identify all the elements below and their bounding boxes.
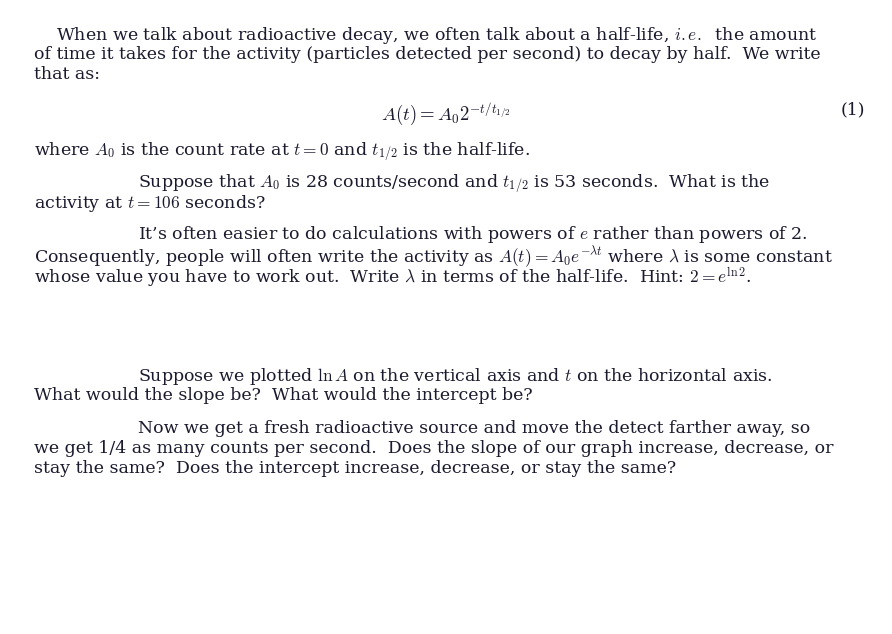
Text: When we talk about radioactive decay, we often talk about a half-life, $i.e.$  t: When we talk about radioactive decay, we… — [34, 25, 817, 46]
Text: we get 1/4 as many counts per second.  Does the slope of our graph increase, dec: we get 1/4 as many counts per second. Do… — [34, 440, 833, 457]
Text: that as:: that as: — [34, 66, 100, 83]
Text: where $A_0$ is the count rate at $t = 0$ and $t_{1/2}$ is the half-life.: where $A_0$ is the count rate at $t = 0$… — [34, 141, 530, 163]
Text: What would the slope be?  What would the intercept be?: What would the slope be? What would the … — [34, 387, 533, 404]
Text: stay the same?  Does the intercept increase, decrease, or stay the same?: stay the same? Does the intercept increa… — [34, 460, 676, 477]
Text: It’s often easier to do calculations with powers of $e$ rather than powers of 2.: It’s often easier to do calculations wit… — [138, 224, 808, 245]
Text: Suppose that $A_0$ is 28 counts/second and $t_{1/2}$ is 53 seconds.  What is the: Suppose that $A_0$ is 28 counts/second a… — [138, 172, 771, 195]
Text: (1): (1) — [841, 101, 865, 119]
Text: of time it takes for the activity (particles detected per second) to decay by ha: of time it takes for the activity (parti… — [34, 46, 821, 63]
Text: Now we get a fresh radioactive source and move the detect farther away, so: Now we get a fresh radioactive source an… — [138, 420, 811, 437]
Text: whose value you have to work out.  Write $\lambda$ in terms of the half-life.  H: whose value you have to work out. Write … — [34, 265, 752, 288]
Text: Suppose we plotted $\ln A$ on the vertical axis and $t$ on the horizontal axis.: Suppose we plotted $\ln A$ on the vertic… — [138, 366, 772, 387]
Text: $A(t) = A_0 2^{-t/t_{1/2}}$: $A(t) = A_0 2^{-t/t_{1/2}}$ — [381, 101, 511, 129]
Text: Consequently, people will often write the activity as $A(t) = A_0e^{-\lambda t}$: Consequently, people will often write th… — [34, 245, 833, 270]
Text: activity at $t = 106$ seconds?: activity at $t = 106$ seconds? — [34, 193, 266, 214]
